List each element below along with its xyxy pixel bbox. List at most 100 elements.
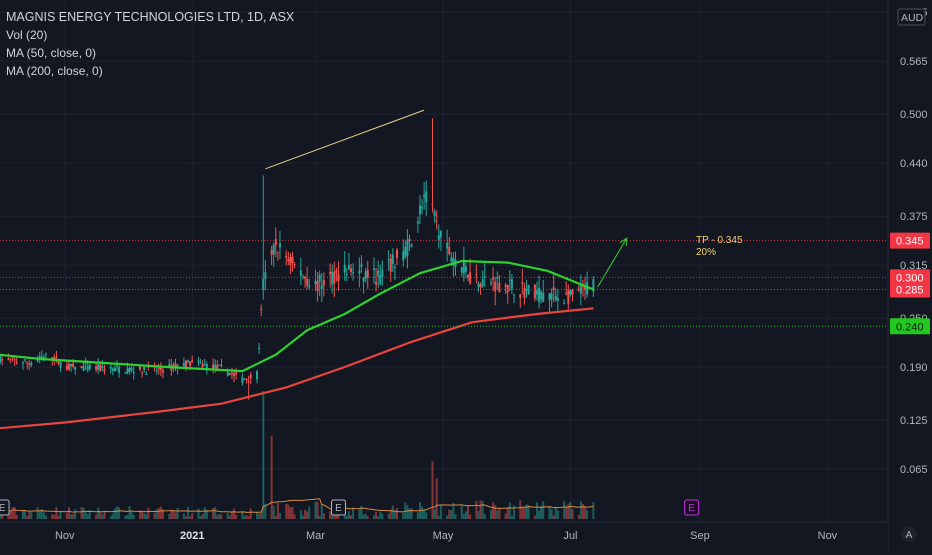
volume-bar (381, 513, 384, 519)
volume-bar (592, 501, 595, 519)
volume-bar (97, 507, 100, 519)
candle-body (245, 379, 248, 381)
candle-body (462, 259, 465, 274)
candle-body (565, 293, 568, 295)
candle-body (402, 250, 405, 261)
volume-bar (375, 511, 378, 519)
earnings-marker-label: E (335, 503, 342, 514)
volume-bar (101, 514, 104, 519)
volume-bar (364, 514, 367, 519)
price-tick-label: 0.500 (900, 109, 928, 121)
volume-bar (406, 505, 409, 519)
symbol-title[interactable]: MAGNIS ENERGY TECHNOLOGIES LTD, 1D, ASX (6, 10, 295, 24)
volume-bar (358, 508, 361, 519)
candle-body (172, 365, 175, 367)
volume-bar (199, 515, 202, 519)
candle-body (337, 273, 340, 282)
candle-body (571, 290, 574, 295)
ma200-line (0, 307, 594, 430)
volume-bar (235, 514, 238, 519)
volume-bar (508, 502, 511, 519)
target-arrow-line (597, 237, 628, 288)
candle-body (291, 256, 294, 264)
volume-bar (168, 514, 171, 519)
candle-body (243, 378, 246, 380)
candle-body (113, 367, 116, 372)
candle-body (72, 363, 75, 367)
candle-body (446, 242, 449, 249)
candle-body (364, 270, 367, 279)
volume-bar (285, 503, 288, 519)
volume-bar (65, 512, 68, 519)
volume-bar (262, 391, 265, 519)
candle-body (111, 368, 114, 371)
candle-body (494, 281, 497, 292)
volume-bar (423, 509, 426, 519)
volume-bar (329, 511, 332, 519)
volume-bar (452, 502, 455, 519)
candle-body (197, 360, 200, 363)
candle-body (395, 249, 398, 258)
candle-body (187, 360, 190, 363)
volume-bar (155, 509, 158, 519)
time-tick-label: 2021 (180, 530, 204, 542)
candle-body (147, 366, 150, 368)
candle-body (533, 284, 536, 299)
volume-bar (477, 511, 480, 519)
candle-body (343, 264, 346, 273)
volume-bar (464, 511, 467, 519)
indicator-volume-label[interactable]: Vol (20) (6, 28, 48, 42)
candle-body (506, 284, 509, 293)
candle-body (416, 221, 419, 224)
candle-body (375, 282, 378, 285)
volume-bar (490, 509, 493, 519)
candle-body (521, 282, 524, 284)
candle-body (535, 290, 538, 295)
volume-bar (289, 507, 292, 519)
volume-bar (128, 506, 131, 519)
candle-body (218, 364, 221, 366)
candle-body (439, 230, 442, 238)
candle-body (556, 298, 559, 301)
candle-body (377, 270, 380, 277)
candle-body (65, 365, 68, 370)
volume-bar (170, 509, 173, 519)
volume-bar (352, 507, 355, 519)
candle-body (274, 239, 277, 246)
candle-body (490, 282, 493, 284)
volume-bar (255, 512, 258, 519)
candle-body (40, 356, 43, 359)
candle-body (347, 265, 350, 269)
volume-bar (80, 507, 83, 519)
candle-body (1, 358, 4, 361)
candle-body (203, 364, 206, 366)
volume-bar (161, 509, 164, 519)
candle-body (126, 368, 129, 374)
candle-body (241, 377, 244, 383)
volume-bar (197, 508, 200, 519)
indicator-ma200-label[interactable]: MA (200, close, 0) (6, 64, 103, 78)
candle-body (212, 364, 215, 371)
volume-bar (218, 513, 221, 519)
candle-body (408, 238, 411, 242)
volume-bar (145, 514, 148, 519)
candle-body (201, 364, 204, 368)
volume-bar (53, 515, 56, 519)
volume-bar (228, 515, 231, 519)
volume-bar (565, 506, 568, 519)
candle-body (228, 373, 231, 376)
volume-bar (26, 515, 29, 519)
candle-body (276, 251, 279, 253)
candle-body (116, 365, 119, 367)
volume-bar (393, 510, 396, 519)
price-tick-label: 0.190 (900, 362, 928, 374)
time-axis-panel (0, 522, 888, 550)
candle-body (425, 191, 428, 203)
candle-body (352, 272, 355, 274)
candle-body (586, 281, 589, 295)
indicator-ma50-label[interactable]: MA (50, close, 0) (6, 46, 97, 60)
volume-bar (176, 508, 179, 519)
volume-bar (308, 506, 311, 519)
